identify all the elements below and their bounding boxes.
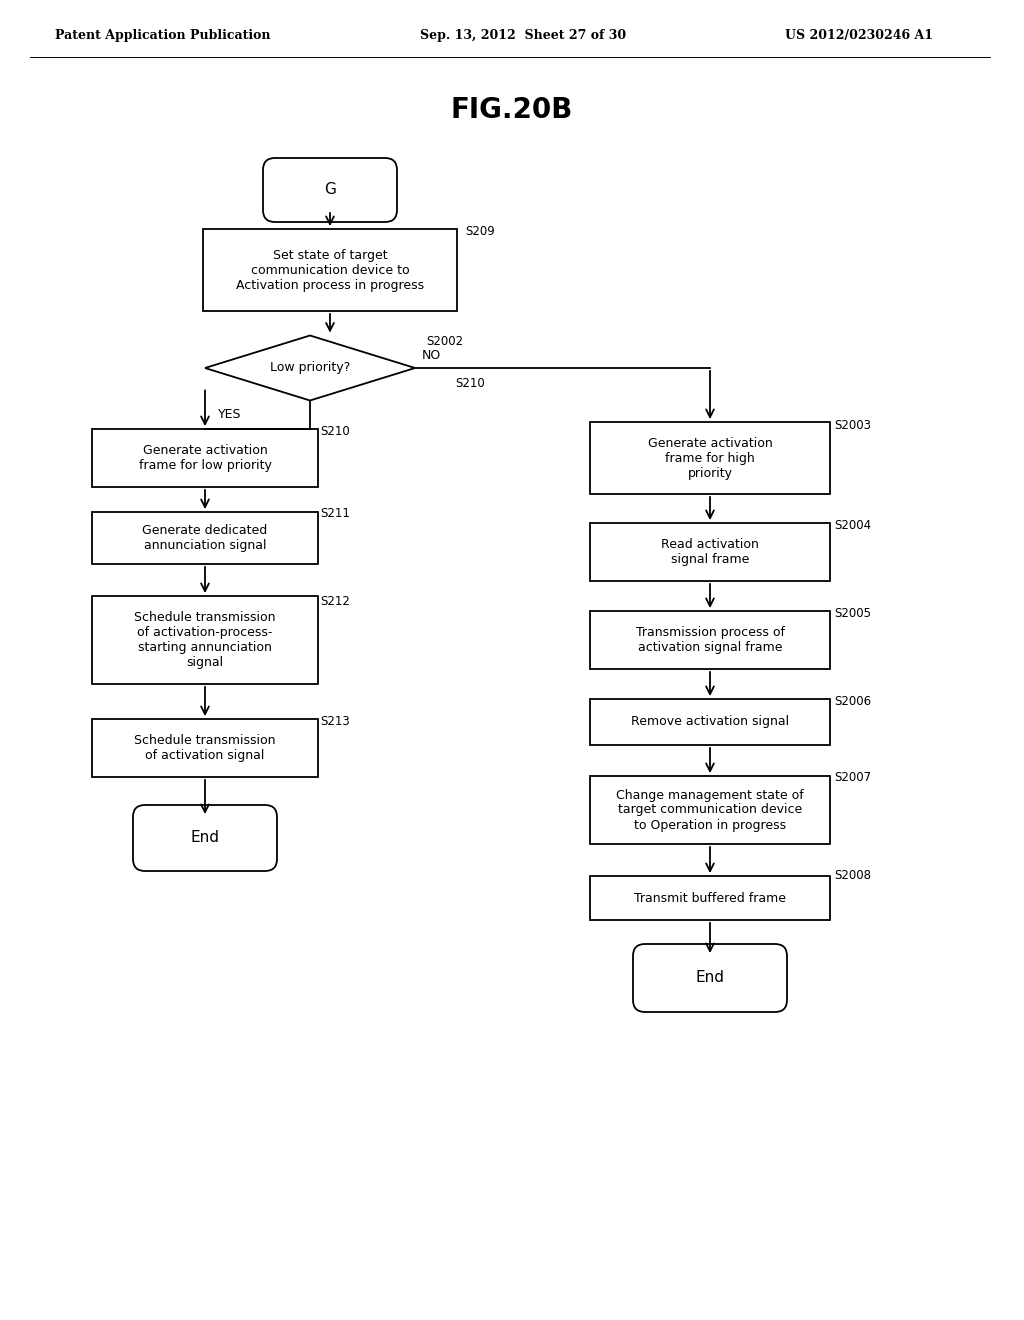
Text: S2005: S2005 [834, 607, 871, 620]
Text: S211: S211 [319, 507, 350, 520]
Text: G: G [324, 182, 336, 198]
Text: S2008: S2008 [834, 869, 871, 882]
Text: Read activation
signal frame: Read activation signal frame [662, 539, 759, 566]
FancyBboxPatch shape [590, 776, 830, 843]
Text: Sep. 13, 2012  Sheet 27 of 30: Sep. 13, 2012 Sheet 27 of 30 [420, 29, 626, 41]
Text: S210: S210 [319, 425, 350, 438]
Text: End: End [190, 830, 219, 846]
Text: Generate activation
frame for low priority: Generate activation frame for low priori… [138, 444, 271, 473]
FancyBboxPatch shape [590, 611, 830, 669]
Polygon shape [205, 335, 415, 400]
Text: Patent Application Publication: Patent Application Publication [55, 29, 270, 41]
FancyBboxPatch shape [633, 944, 787, 1012]
Text: Schedule transmission
of activation-process-
starting annunciation
signal: Schedule transmission of activation-proc… [134, 611, 275, 669]
Text: YES: YES [218, 408, 242, 421]
FancyBboxPatch shape [590, 523, 830, 581]
Text: End: End [695, 970, 725, 986]
Text: S2003: S2003 [834, 418, 871, 432]
Text: Change management state of
target communication device
to Operation in progress: Change management state of target commun… [616, 788, 804, 832]
Text: Low priority?: Low priority? [270, 362, 350, 375]
FancyBboxPatch shape [590, 422, 830, 494]
FancyBboxPatch shape [92, 429, 317, 487]
FancyBboxPatch shape [203, 228, 458, 312]
FancyBboxPatch shape [590, 876, 830, 920]
FancyBboxPatch shape [133, 805, 278, 871]
Text: S213: S213 [319, 715, 350, 729]
Text: Transmit buffered frame: Transmit buffered frame [634, 891, 786, 904]
Text: FIG.20B: FIG.20B [451, 96, 573, 124]
Text: Generate dedicated
annunciation signal: Generate dedicated annunciation signal [142, 524, 267, 552]
Text: S209: S209 [465, 224, 495, 238]
Text: Generate activation
frame for high
priority: Generate activation frame for high prior… [647, 437, 772, 479]
Text: US 2012/0230246 A1: US 2012/0230246 A1 [785, 29, 933, 41]
Text: S2002: S2002 [426, 335, 463, 348]
Text: S210: S210 [455, 378, 484, 389]
FancyBboxPatch shape [92, 719, 317, 777]
FancyBboxPatch shape [590, 700, 830, 744]
FancyBboxPatch shape [92, 597, 317, 684]
Text: Schedule transmission
of activation signal: Schedule transmission of activation sign… [134, 734, 275, 762]
FancyBboxPatch shape [263, 158, 397, 222]
Text: Set state of target
communication device to
Activation process in progress: Set state of target communication device… [236, 248, 424, 292]
Text: S2004: S2004 [834, 519, 871, 532]
Text: S2007: S2007 [834, 771, 871, 784]
Text: S2006: S2006 [834, 696, 871, 708]
FancyBboxPatch shape [92, 512, 317, 564]
Text: Remove activation signal: Remove activation signal [631, 715, 790, 729]
Text: Transmission process of
activation signal frame: Transmission process of activation signa… [636, 626, 784, 653]
Text: NO: NO [422, 348, 441, 362]
Text: S212: S212 [319, 595, 350, 609]
